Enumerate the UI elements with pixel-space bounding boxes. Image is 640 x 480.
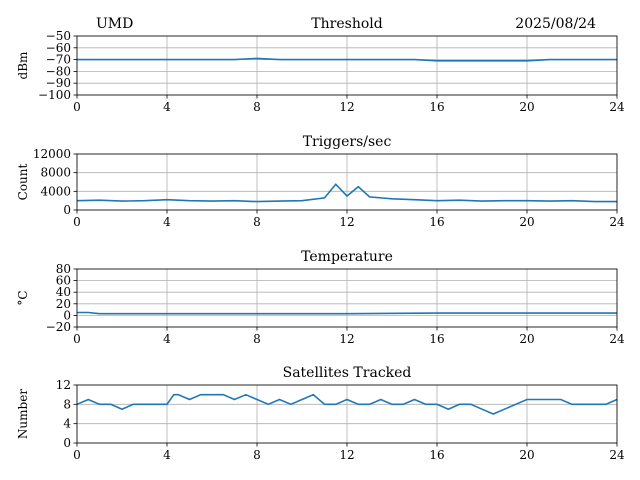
date-label: 2025/08/24: [515, 16, 596, 32]
x-tick-label: 8: [253, 448, 261, 462]
y-tick-label: −70: [46, 53, 71, 67]
y-tick-label: −50: [46, 29, 71, 43]
y-axis-label: Number: [16, 389, 30, 439]
chart-panel-4: 0 4 8 12 16 20 24 0 4 8 12 Satellites Tracked Number: [16, 365, 625, 462]
series-line: [77, 311, 617, 315]
y-tick-label: −60: [46, 41, 71, 55]
y-tick-label: 12000: [33, 147, 71, 161]
x-tick-label: 12: [339, 100, 354, 114]
x-tick-label: 16: [429, 215, 444, 229]
y-axis-label: dBm: [16, 51, 30, 80]
chart-title: Satellites Tracked: [283, 365, 412, 381]
y-tick-label: −80: [46, 64, 71, 78]
y-tick-label: 8: [63, 397, 71, 411]
x-tick-label: 24: [609, 100, 625, 114]
x-tick-label: 4: [163, 448, 171, 462]
series-line: [76, 393, 618, 415]
x-tick-label: 12: [339, 332, 354, 346]
series-line: [76, 183, 617, 203]
x-tick-label: 24: [609, 215, 625, 229]
y-tick-label: 60: [56, 274, 71, 288]
x-tick-label: 0: [73, 332, 81, 346]
x-tick-label: 4: [163, 215, 171, 229]
y-tick-label: 4: [63, 417, 71, 431]
x-tick-label: 20: [519, 215, 534, 229]
x-tick-label: 12: [339, 448, 354, 462]
y-tick-label: 0: [63, 436, 71, 450]
y-tick-label: −100: [38, 88, 71, 102]
chart-title: Temperature: [301, 249, 393, 265]
y-tick-label: 20: [56, 297, 71, 311]
y-tick-label: −90: [46, 76, 71, 90]
x-tick-label: 0: [73, 100, 81, 114]
y-tick-label: 0: [63, 308, 71, 322]
y-tick-label: 0: [63, 203, 71, 217]
x-tick-label: 4: [163, 332, 171, 346]
y-tick-label: 80: [56, 262, 71, 276]
x-tick-label: 8: [253, 100, 261, 114]
x-tick-label: 4: [163, 100, 171, 114]
chart-title: Triggers/sec: [303, 134, 392, 150]
y-axis-label: °C: [16, 290, 30, 305]
x-tick-label: 20: [519, 332, 534, 346]
chart-panel-1: 0 4 8 12 16 20 24 −100−90−80−70−60−50 Threshold d…: [16, 16, 625, 114]
x-tick-label: 8: [253, 215, 261, 229]
x-tick-label: 20: [519, 100, 534, 114]
y-tick-label: 8000: [40, 166, 71, 180]
x-tick-label: 0: [73, 215, 81, 229]
y-tick-label: 12: [56, 378, 71, 392]
y-axis-label: Count: [16, 163, 30, 200]
x-tick-label: 24: [609, 448, 625, 462]
x-tick-label: 16: [429, 448, 444, 462]
chart-panel-2: 0 4 8 12 16 20 24 0 4000 8000 12000 Triggers/sec Cou…: [16, 134, 625, 229]
y-tick-label: −20: [46, 320, 71, 334]
x-tick-label: 12: [339, 215, 354, 229]
series-line: [77, 57, 617, 62]
y-tick-label: 4000: [40, 184, 71, 198]
x-tick-label: 20: [519, 448, 534, 462]
x-tick-label: 8: [253, 332, 261, 346]
chart-title: Threshold: [311, 16, 382, 32]
x-tick-label: 24: [609, 332, 625, 346]
y-tick-label: 40: [56, 285, 71, 299]
station-label: UMD: [96, 16, 133, 32]
x-tick-label: 16: [429, 100, 444, 114]
x-tick-label: 0: [73, 448, 81, 462]
x-tick-label: 16: [429, 332, 444, 346]
